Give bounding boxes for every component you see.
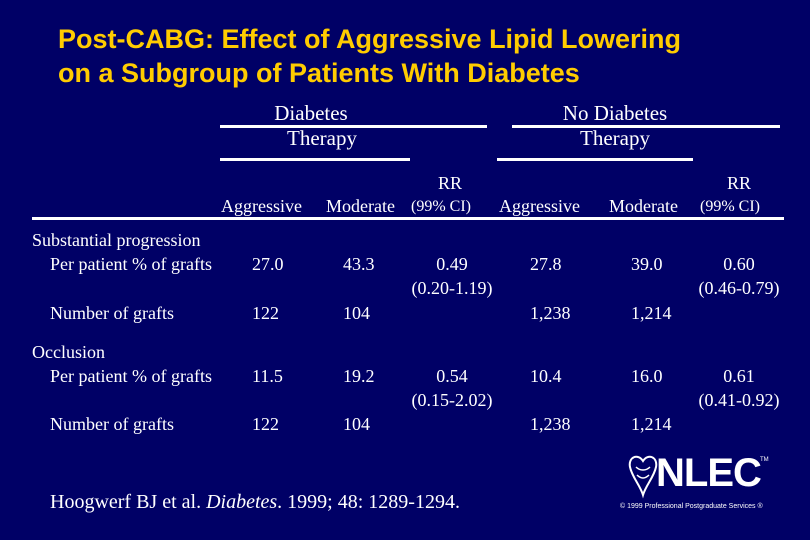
no-diabetes-aggressive-value: 10.4: [530, 366, 562, 386]
section-occlusion: Occlusion: [32, 342, 105, 362]
heart-emblem-icon: [628, 455, 658, 499]
row-label: Per patient % of grafts: [50, 254, 212, 274]
col-ci-no-diabetes: (99% CI): [700, 198, 760, 215]
row-label: Per patient % of grafts: [50, 366, 212, 386]
no-diabetes-aggressive-value: 27.8: [530, 254, 562, 274]
row-label: Number of grafts: [50, 303, 174, 323]
diabetes-moderate-value: 104: [343, 303, 370, 323]
diabetes-moderate-value: 19.2: [343, 366, 375, 386]
col-aggressive-no-diabetes: Aggressive: [499, 196, 580, 216]
no-diabetes-top-rule: [512, 125, 780, 128]
col-aggressive-diabetes: Aggressive: [221, 196, 302, 216]
no-diabetes-therapy-line2: Therapy: [580, 126, 650, 150]
no-diabetes-moderate-value: 16.0: [631, 366, 663, 386]
diabetes-ci-value: (0.15-2.02): [411, 390, 493, 410]
title-line-2: on a Subgroup of Patients With Diabetes: [58, 58, 580, 88]
diabetes-bottom-rule: [220, 158, 410, 161]
no-diabetes-aggressive-value: 1,238: [530, 303, 571, 323]
no-diabetes-rr-value: 0.61: [723, 366, 755, 386]
no-diabetes-aggressive-value: 1,238: [530, 414, 571, 434]
citation: Hoogwerf BJ et al. Diabetes. 1999; 48: 1…: [50, 490, 460, 514]
diabetes-therapy-header: Diabetes Therapy: [222, 101, 422, 151]
col-moderate-no-diabetes: Moderate: [609, 196, 678, 216]
citation-details: . 1999; 48: 1289-1294.: [277, 491, 460, 513]
logo-text: NLEC: [656, 451, 762, 495]
no-diabetes-therapy-header: No Diabetes Therapy: [515, 101, 715, 151]
citation-authors: Hoogwerf BJ et al.: [50, 491, 202, 513]
diabetes-rr-value: 0.49: [436, 254, 468, 274]
diabetes-aggressive-value: 27.0: [252, 254, 284, 274]
diabetes-therapy-line1: Diabetes: [274, 101, 348, 125]
no-diabetes-bottom-rule: [497, 158, 693, 161]
diabetes-moderate-value: 104: [343, 414, 370, 434]
no-diabetes-moderate-value: 1,214: [631, 303, 672, 323]
no-diabetes-moderate-value: 1,214: [631, 414, 672, 434]
logo-trademark: TM: [760, 457, 769, 463]
no-diabetes-rr-value: 0.60: [723, 254, 755, 274]
no-diabetes-ci-value: (0.46-0.79): [698, 278, 780, 298]
rr-header-no-diabetes: RR: [727, 173, 752, 193]
diabetes-therapy-line2: Therapy: [287, 126, 357, 150]
diabetes-aggressive-value: 11.5: [252, 366, 283, 386]
no-diabetes-ci-value: (0.41-0.92): [698, 390, 780, 410]
no-diabetes-moderate-value: 39.0: [631, 254, 663, 274]
title-line-1: Post-CABG: Effect of Aggressive Lipid Lo…: [58, 24, 682, 54]
diabetes-moderate-value: 43.3: [343, 254, 375, 274]
section-progression: Substantial progression: [32, 230, 201, 250]
page-title: Post-CABG: Effect of Aggressive Lipid Lo…: [58, 22, 681, 90]
citation-journal: Diabetes: [206, 491, 278, 513]
copyright-notice: © 1999 Professional Postgraduate Service…: [620, 503, 763, 510]
diabetes-rr-value: 0.54: [436, 366, 468, 386]
col-ci-diabetes: (99% CI): [411, 198, 471, 215]
diabetes-top-rule: [220, 125, 487, 128]
no-diabetes-therapy-line1: No Diabetes: [562, 101, 668, 125]
row-label: Number of grafts: [50, 414, 174, 434]
diabetes-ci-value: (0.20-1.19): [411, 278, 493, 298]
rr-header-diabetes: RR: [438, 173, 463, 193]
col-moderate-diabetes: Moderate: [326, 196, 395, 216]
diabetes-aggressive-value: 122: [252, 303, 279, 323]
diabetes-aggressive-value: 122: [252, 414, 279, 434]
header-rule: [32, 217, 784, 220]
